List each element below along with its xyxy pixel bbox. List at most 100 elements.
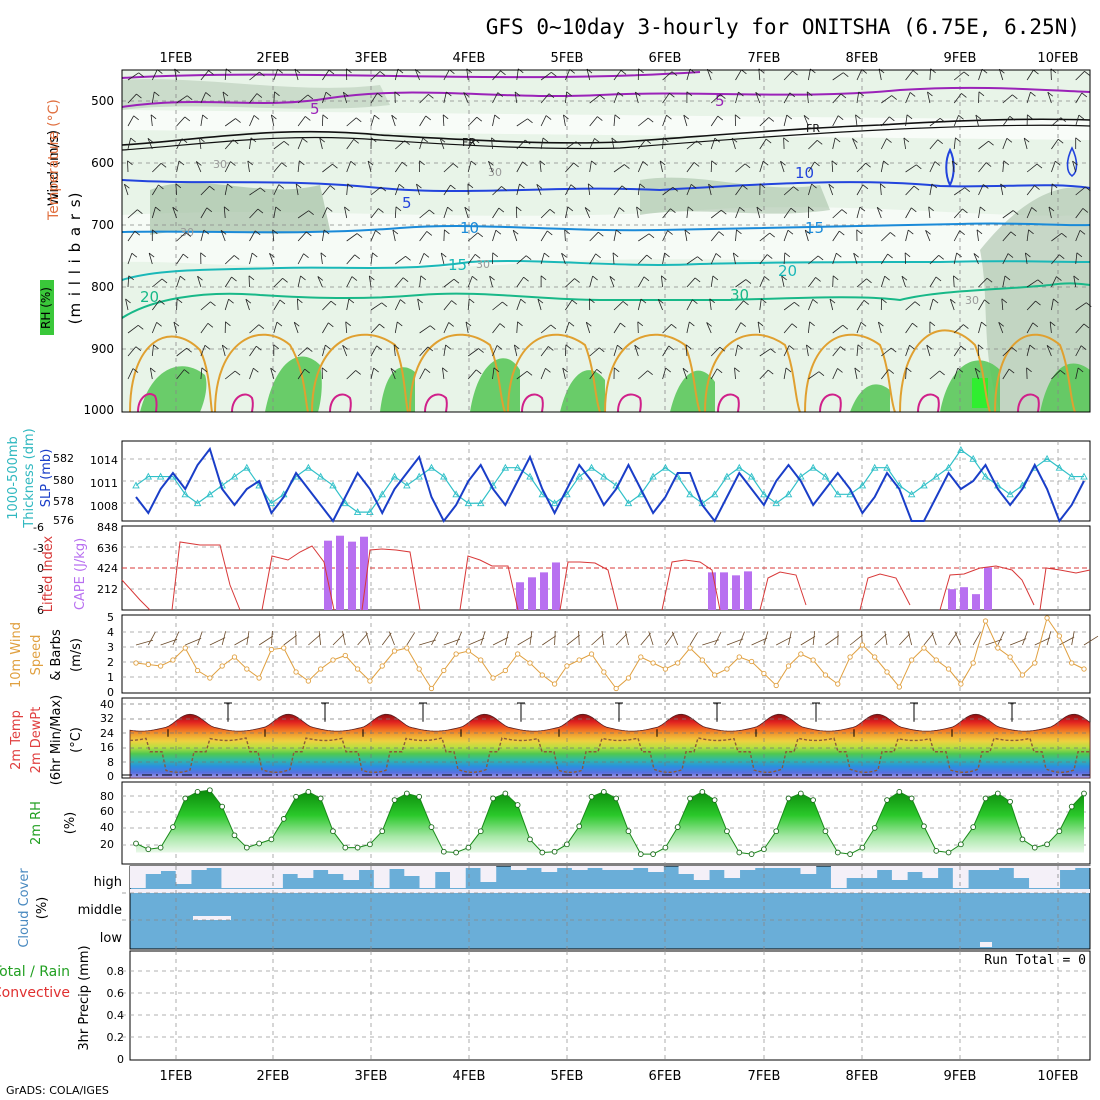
wind-barb-flag (696, 140, 702, 146)
wind-barb (395, 140, 405, 150)
wind-point (564, 663, 570, 669)
wind-barb-flag (545, 368, 551, 373)
wind-barb (781, 275, 785, 288)
run-total: Run Total = 0 (984, 953, 1086, 968)
wind-barb (880, 138, 887, 150)
wind-barb (151, 91, 155, 104)
wind-barb-flag (803, 115, 810, 120)
wind-barb (976, 229, 979, 242)
wind-barb-flag (985, 162, 992, 167)
wind-barb-flag (492, 252, 498, 258)
wind-barb-flag (153, 344, 159, 350)
wind-point (588, 651, 595, 657)
wind-barb-flag (136, 93, 142, 99)
wind-point (207, 675, 213, 681)
wind-barb (637, 276, 645, 288)
wind-barb (293, 322, 299, 334)
footer-credit: GrADS: COLA/IGES (6, 1084, 109, 1097)
wind-barb-flag (130, 137, 136, 143)
wind-barb (978, 140, 989, 150)
wind-barb (1002, 160, 1005, 173)
wind-barb-flag (299, 160, 305, 166)
wind-barb (200, 345, 206, 357)
wind-barb-flag (1006, 137, 1013, 143)
wind-barb (1051, 298, 1054, 311)
wind-barb-flag (639, 183, 646, 189)
wind-barb-flag (764, 276, 770, 281)
slp-axis-label: SLP (mb) (39, 449, 54, 508)
thickness-point (156, 472, 165, 480)
wind-barb-flag (448, 322, 454, 327)
high-cloud-gap (1029, 866, 1045, 888)
wind-barb-flag (347, 183, 353, 189)
wind-barb (393, 344, 396, 357)
wind-barb-flag (526, 371, 533, 376)
wind-barb-flag (197, 275, 203, 281)
cloud-panel-frame (129, 865, 1091, 950)
wind-barb-flag (929, 321, 936, 327)
high-cloud-gap (236, 866, 253, 888)
wind-barb (880, 369, 890, 380)
wind-barb (249, 115, 255, 127)
wind-barb (317, 276, 323, 288)
wind-barb (147, 631, 156, 646)
rh-point (477, 828, 484, 835)
wind-barb (776, 636, 792, 646)
wind-barb-flag (248, 275, 255, 281)
rh-point (465, 844, 472, 851)
high-cloud-gap (891, 866, 908, 880)
wind-barb (662, 187, 674, 196)
rh-point (748, 851, 755, 858)
wind-barb-flag (1051, 183, 1058, 189)
wind-barb-flag (854, 367, 861, 373)
wind-barb (638, 233, 650, 242)
thickness-markers (132, 445, 1088, 516)
wind-barb-flag (131, 252, 138, 258)
bottom-date-label: 6FEB (649, 1069, 682, 1084)
wind-barb-flag (792, 70, 798, 76)
rh-point (699, 788, 706, 795)
wind-barb-flag (439, 137, 446, 143)
wind-barb (176, 95, 188, 104)
wind-barb (516, 255, 527, 265)
wind-point (219, 663, 225, 669)
upper-air-wind-barbs (123, 68, 1092, 380)
thickness-point (981, 472, 990, 480)
wind-barb-flag (428, 93, 434, 99)
wind-barb (463, 92, 469, 104)
wind-barb (365, 631, 371, 646)
wind-barb-flag (735, 114, 741, 120)
surface-wind-barbs (135, 630, 1099, 646)
wind-barb (152, 163, 162, 173)
wind-barb-flag (1059, 369, 1066, 375)
wind-point (711, 672, 718, 678)
cape-bar (972, 594, 980, 610)
wind-barb (224, 299, 229, 311)
high-cloud-gap (709, 866, 725, 870)
wind-barb (853, 253, 858, 265)
wind-barb (1026, 300, 1036, 311)
rh-point (884, 797, 890, 803)
wind-barb (953, 345, 962, 357)
wind-barb (806, 91, 809, 104)
thickness-point (230, 472, 239, 480)
wind-point (601, 669, 607, 675)
wind-barb-flag (525, 255, 532, 260)
temp-contour-20 (121, 282, 1091, 319)
wind-barb-flag (159, 300, 165, 305)
wind-point (1032, 660, 1038, 666)
wind-barb-flag (400, 299, 406, 304)
wind-barb (258, 635, 274, 646)
rh-point (256, 840, 262, 847)
wind-barb-flag (599, 94, 606, 100)
wind-barb (589, 160, 592, 173)
cloud-level-label: middle (78, 903, 122, 918)
wind-barb-flag (369, 275, 375, 281)
high-cloud-gap (952, 866, 969, 888)
wind-barb (783, 345, 790, 357)
wind-barb (322, 322, 329, 334)
wind-barb-flag (856, 229, 863, 235)
wind-barb (174, 68, 177, 81)
wind-barb-flag (1079, 230, 1086, 235)
wind-barb (564, 229, 566, 242)
